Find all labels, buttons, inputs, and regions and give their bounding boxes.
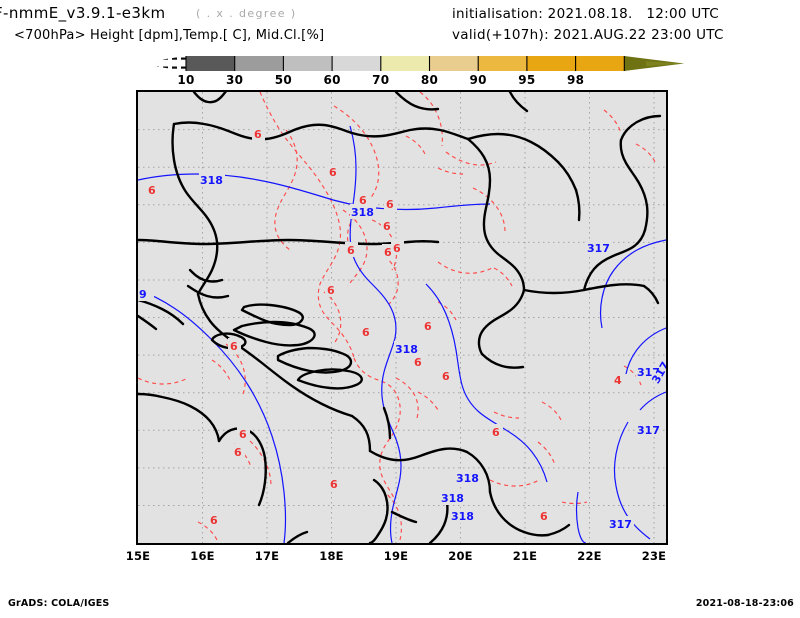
svg-text:6: 6 — [254, 128, 262, 141]
height-label: 317 — [608, 516, 634, 531]
svg-text:9: 9 — [139, 288, 147, 301]
variables-line: <700hPa> Height [dpm],Temp.[ C], Mid.Cl.… — [14, 28, 325, 43]
height-label: 318 — [394, 341, 420, 356]
temp-label: 6 — [538, 508, 551, 523]
colorbar-tick-30: 30 — [226, 73, 244, 87]
height-label: 317 — [636, 422, 662, 437]
svg-text:318: 318 — [451, 510, 474, 523]
grads-credit: GrADS: COLA/IGES — [8, 598, 110, 609]
colorbar-tick-95: 95 — [518, 73, 536, 87]
model-title: F-nmmE_v3.9.1-e3km — [0, 4, 166, 22]
svg-text:318: 318 — [441, 492, 464, 505]
temp-label: 6 — [327, 164, 340, 179]
temp-label: 6 — [422, 318, 435, 333]
svg-text:6: 6 — [239, 428, 247, 441]
svg-text:6: 6 — [327, 284, 335, 297]
temp-label: 6 — [325, 282, 338, 297]
valid-time: valid(+107h): 2021.AUG.22 23:00 UTC — [452, 27, 724, 43]
svg-text:6: 6 — [414, 356, 422, 369]
temp-label: 6 — [146, 182, 159, 197]
svg-text:6: 6 — [386, 198, 394, 211]
x-tick-19E: 19E — [383, 549, 409, 563]
temp-label: 6 — [252, 126, 265, 141]
temp-label: 6 — [232, 444, 245, 459]
colorbar-tick-60: 60 — [323, 73, 341, 87]
colorbar: 10 30 50 60 70 80 90 95 98 — [136, 54, 684, 88]
svg-text:6: 6 — [347, 244, 355, 257]
colorbar-tick-90: 90 — [469, 73, 487, 87]
svg-text:317: 317 — [587, 242, 610, 255]
svg-text:318: 318 — [200, 174, 223, 187]
x-tick-23E: 23E — [641, 549, 667, 563]
colorbar-tick-10: 10 — [177, 73, 195, 87]
svg-text:6: 6 — [362, 326, 370, 339]
height-label: 318 — [350, 204, 376, 219]
svg-text:6: 6 — [540, 510, 548, 523]
temp-label: 6 — [360, 324, 373, 339]
temp-label: 6 — [412, 354, 425, 369]
contour-labels: 318 318 318 318 318 — [138, 126, 666, 531]
svg-text:6: 6 — [424, 320, 432, 333]
temp-label: 6 — [391, 240, 404, 255]
x-tick-17E: 17E — [254, 549, 280, 563]
x-tick-15E: 15E — [125, 549, 151, 563]
temp-label: 6 — [208, 512, 221, 527]
svg-text:317: 317 — [637, 424, 660, 437]
svg-text:6: 6 — [230, 340, 238, 353]
colorbar-svg — [136, 56, 684, 71]
svg-text:6: 6 — [383, 220, 391, 233]
temp-label: 6 — [228, 338, 241, 353]
svg-text:318: 318 — [395, 343, 418, 356]
colorbar-tick-50: 50 — [274, 73, 293, 87]
svg-text:318: 318 — [456, 472, 479, 485]
height-label: 318 — [440, 490, 466, 505]
height-label: 318 — [455, 470, 481, 485]
x-tick-18E: 18E — [319, 549, 344, 563]
height-label: 318 — [450, 508, 476, 523]
colorbar-tick-70: 70 — [372, 73, 390, 87]
svg-text:6: 6 — [148, 184, 156, 197]
x-tick-16E: 16E — [190, 549, 215, 563]
svg-text:6: 6 — [492, 426, 500, 439]
svg-text:6: 6 — [330, 478, 338, 491]
coastlines — [138, 92, 662, 543]
svg-text:6: 6 — [234, 446, 242, 459]
map-plot-area: 318 318 318 318 318 — [136, 90, 668, 545]
colorbar-tick-98: 98 — [566, 73, 585, 87]
x-tick-20E: 20E — [448, 549, 473, 563]
temp-label: 6 — [381, 218, 394, 233]
svg-text:317: 317 — [609, 518, 632, 531]
svg-text:6: 6 — [393, 242, 401, 255]
svg-text:6: 6 — [359, 194, 367, 207]
temperature-contours — [138, 92, 656, 541]
grid-lines — [138, 92, 666, 543]
temp-label: 6 — [384, 196, 397, 211]
x-tick-21E: 21E — [512, 549, 538, 563]
initialisation-time: initialisation: 2021.08.18. 12:00 UTC — [452, 6, 719, 22]
temp-label: 6 — [440, 368, 453, 383]
temp-label: 6 — [345, 242, 358, 257]
colorbar-segments — [136, 54, 684, 73]
temp-label: 6 — [237, 426, 250, 441]
height-label: 318 — [199, 172, 225, 187]
temp-label: 4 — [612, 372, 625, 387]
render-timestamp: 2021-08-18-23:06 — [695, 598, 794, 609]
height-label: 317 — [586, 240, 612, 255]
map-contour-svg: 318 318 318 318 318 — [138, 92, 666, 543]
svg-text:6: 6 — [329, 166, 337, 179]
temp-label: 6 — [357, 192, 370, 207]
temp-label: 6 — [328, 476, 341, 491]
x-tick-22E: 22E — [577, 549, 602, 563]
model-resolution-subtitle: ( . x . degree ) — [196, 7, 297, 20]
colorbar-tick-80: 80 — [420, 73, 439, 87]
svg-text:4: 4 — [614, 374, 622, 387]
svg-text:6: 6 — [384, 246, 392, 259]
svg-text:318: 318 — [351, 206, 374, 219]
svg-text:6: 6 — [210, 514, 218, 527]
height-label: 9 — [138, 286, 154, 301]
temp-label: 6 — [490, 424, 503, 439]
svg-text:6: 6 — [442, 370, 450, 383]
